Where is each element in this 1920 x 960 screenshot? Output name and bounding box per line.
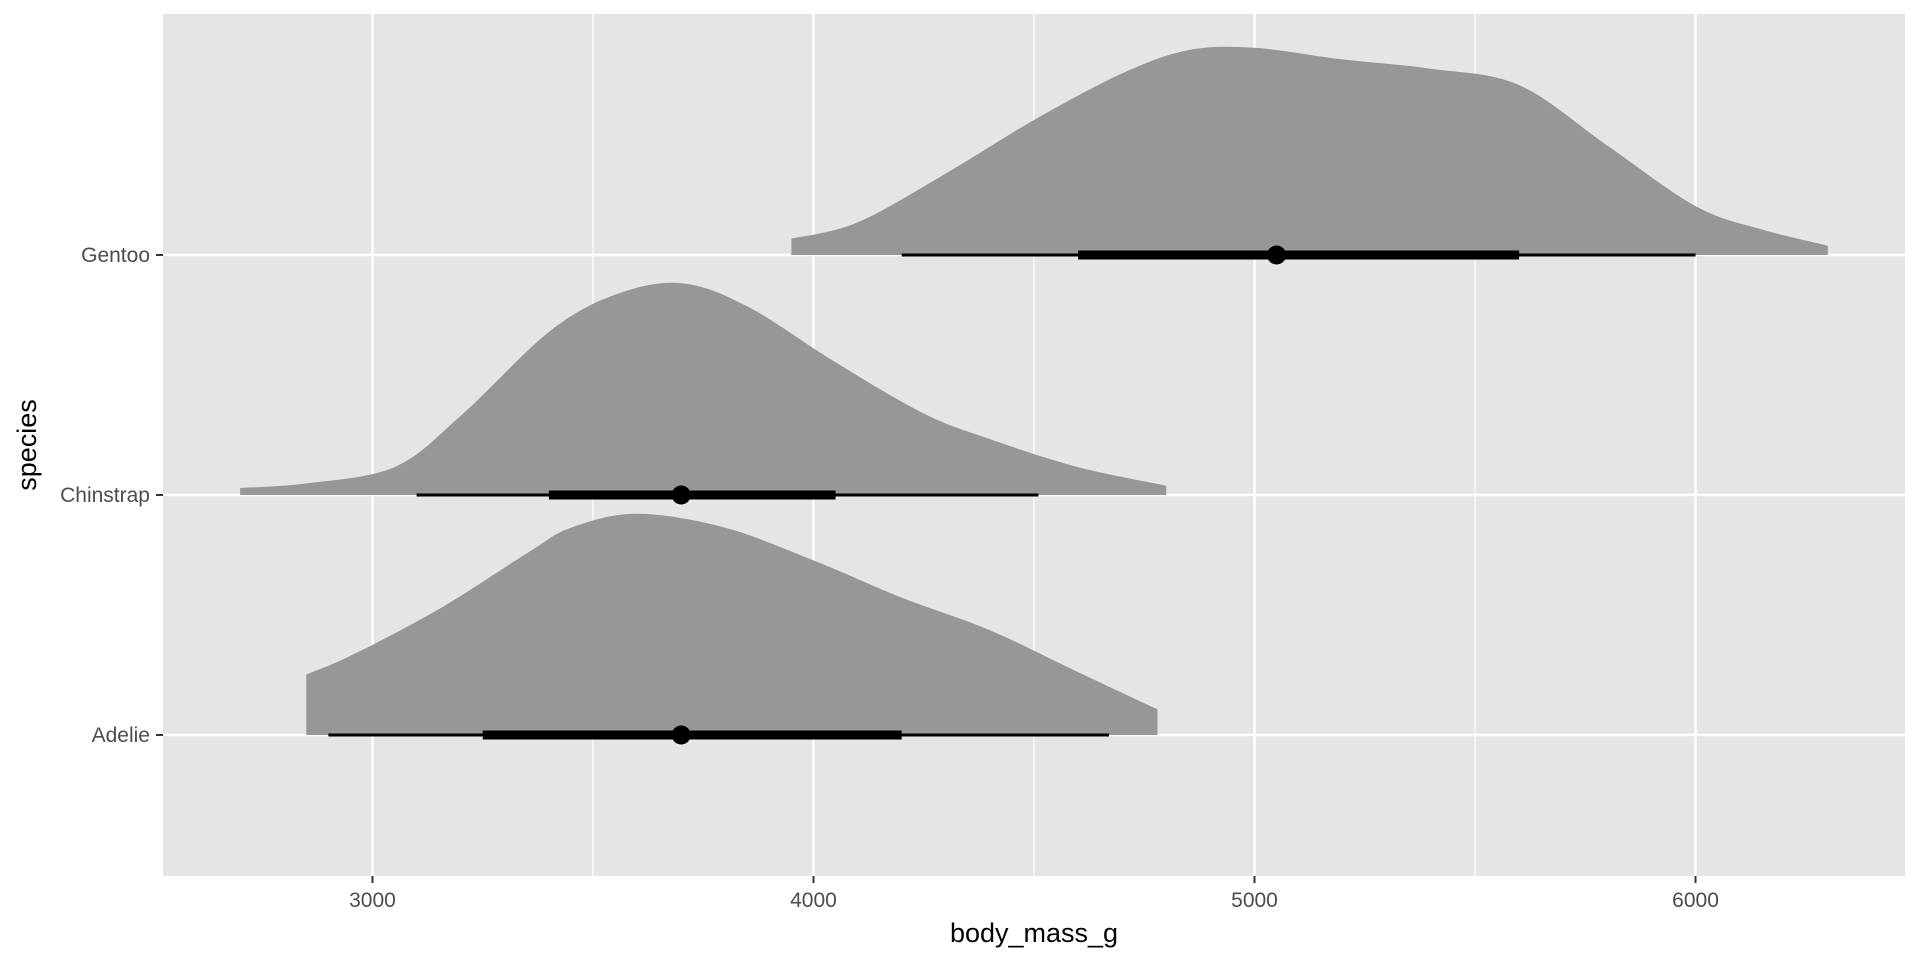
- x-tick-label-4000: 4000: [790, 889, 837, 912]
- density-layer: [240, 46, 1828, 735]
- y-tick-label-gentoo: Gentoo: [81, 244, 150, 267]
- point-gentoo: [1267, 245, 1287, 265]
- x-tick-label-3000: 3000: [349, 889, 396, 912]
- density-gentoo: [791, 46, 1828, 255]
- density-chinstrap: [240, 282, 1167, 495]
- x-axis-title: body_mass_g: [950, 918, 1118, 948]
- y-tick-label-chinstrap: Chinstrap: [60, 484, 150, 507]
- y-axis-title: species: [12, 399, 42, 491]
- point-adelie: [671, 725, 691, 745]
- y-axis: Adelie Chinstrap Gentoo: [60, 244, 163, 747]
- y-tick-label-adelie: Adelie: [92, 724, 150, 747]
- x-tick-label-6000: 6000: [1672, 889, 1719, 912]
- interval-layer: [328, 245, 1696, 745]
- density-adelie: [306, 513, 1158, 735]
- x-tick-label-5000: 5000: [1231, 889, 1278, 912]
- x-axis: 3000 4000 5000 6000: [349, 876, 1719, 912]
- point-chinstrap: [671, 485, 691, 505]
